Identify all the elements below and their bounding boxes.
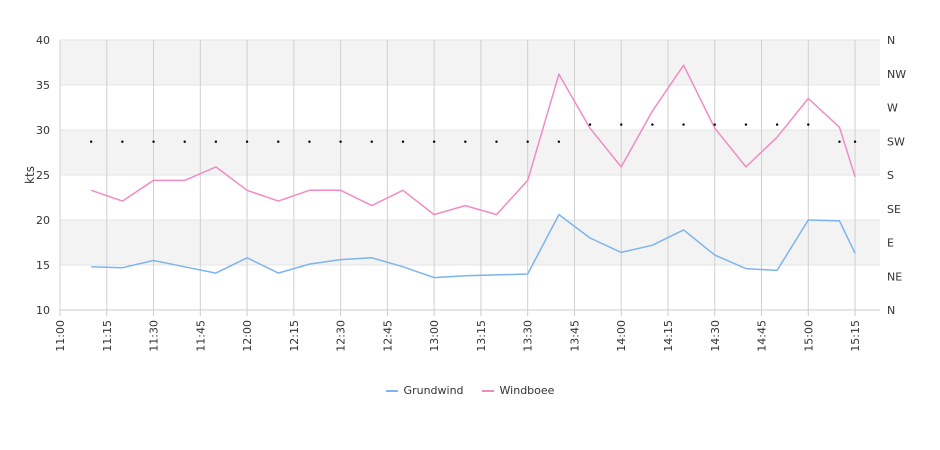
direction-marker <box>339 140 342 143</box>
legend-label-windboee: Windboee <box>499 384 555 397</box>
x-tick-label: 11:30 <box>148 320 161 352</box>
direction-marker <box>526 140 529 143</box>
y-axis-label: kts <box>23 166 37 184</box>
legend-item-grundwind[interactable]: Grundwind <box>385 384 464 397</box>
plot-band <box>60 175 880 220</box>
y-tick-label: 35 <box>36 79 50 92</box>
y2-tick-label: SE <box>887 203 901 216</box>
y-tick-label: 30 <box>36 124 50 137</box>
y2-tick-label: SW <box>887 135 905 148</box>
y2-tick-label: E <box>887 237 894 250</box>
legend-item-windboee[interactable]: Windboee <box>481 384 555 397</box>
direction-marker <box>588 123 592 126</box>
x-tick-label: 13:45 <box>568 320 581 352</box>
x-tick-label: 14:00 <box>615 320 628 352</box>
direction-marker <box>853 140 857 143</box>
y-tick-label: 40 <box>36 34 50 47</box>
direction-marker <box>713 123 716 126</box>
direction-marker <box>370 140 373 143</box>
direction-marker <box>401 140 405 143</box>
y2-tick-label: W <box>887 102 898 115</box>
direction-marker <box>495 140 498 143</box>
direction-marker <box>183 140 186 143</box>
plot-band <box>60 265 880 310</box>
y2-tick-label: N <box>887 304 895 317</box>
plot-band <box>60 85 880 130</box>
direction-marker <box>682 123 685 126</box>
direction-marker <box>775 123 779 126</box>
plot-band <box>60 220 880 265</box>
direction-marker <box>464 140 467 143</box>
y-tick-label: 20 <box>36 214 50 227</box>
y2-tick-label: NE <box>887 270 902 283</box>
direction-marker <box>121 140 124 143</box>
y2-tick-label: N <box>887 34 895 47</box>
x-tick-label: 12:15 <box>288 320 301 352</box>
y-tick-label: 15 <box>36 259 50 272</box>
x-tick-label: 12:00 <box>241 320 254 352</box>
legend-swatch-windboee <box>481 389 494 392</box>
direction-marker <box>308 140 311 143</box>
y-tick-label: 10 <box>36 304 50 317</box>
x-tick-label: 11:45 <box>194 320 207 352</box>
x-tick-label: 13:15 <box>475 320 488 352</box>
direction-marker <box>432 140 436 143</box>
x-tick-label: 15:00 <box>802 320 815 352</box>
direction-marker <box>651 123 654 126</box>
x-tick-label: 11:15 <box>101 320 114 352</box>
y-tick-label: 25 <box>36 169 50 182</box>
direction-marker <box>152 140 155 143</box>
legend-swatch-grundwind <box>385 389 398 392</box>
x-tick-label: 15:15 <box>849 320 862 352</box>
legend: Grundwind Windboee <box>0 384 940 397</box>
y2-tick-label: NW <box>887 68 906 81</box>
direction-marker <box>89 140 93 143</box>
x-tick-label: 14:30 <box>709 320 722 352</box>
x-tick-label: 13:00 <box>428 320 441 352</box>
direction-marker <box>838 140 841 143</box>
plot-band <box>60 130 880 175</box>
x-tick-label: 12:45 <box>381 320 394 352</box>
direction-marker <box>620 123 623 126</box>
x-tick-label: 12:30 <box>335 320 348 352</box>
plot-band <box>60 40 880 85</box>
direction-marker <box>557 140 561 143</box>
direction-marker <box>744 123 748 126</box>
legend-label-grundwind: Grundwind <box>403 384 464 397</box>
x-tick-label: 14:45 <box>756 320 769 352</box>
x-tick-label: 14:15 <box>662 320 675 352</box>
direction-marker <box>807 123 810 126</box>
y2-tick-label: S <box>887 169 894 182</box>
direction-marker <box>277 140 280 143</box>
series-line-windboee <box>90 64 856 216</box>
x-tick-label: 13:30 <box>522 320 535 352</box>
direction-marker <box>245 140 249 143</box>
series-line-grundwind <box>91 213 856 279</box>
x-tick-label: 11:00 <box>54 320 67 352</box>
direction-marker <box>214 140 218 143</box>
